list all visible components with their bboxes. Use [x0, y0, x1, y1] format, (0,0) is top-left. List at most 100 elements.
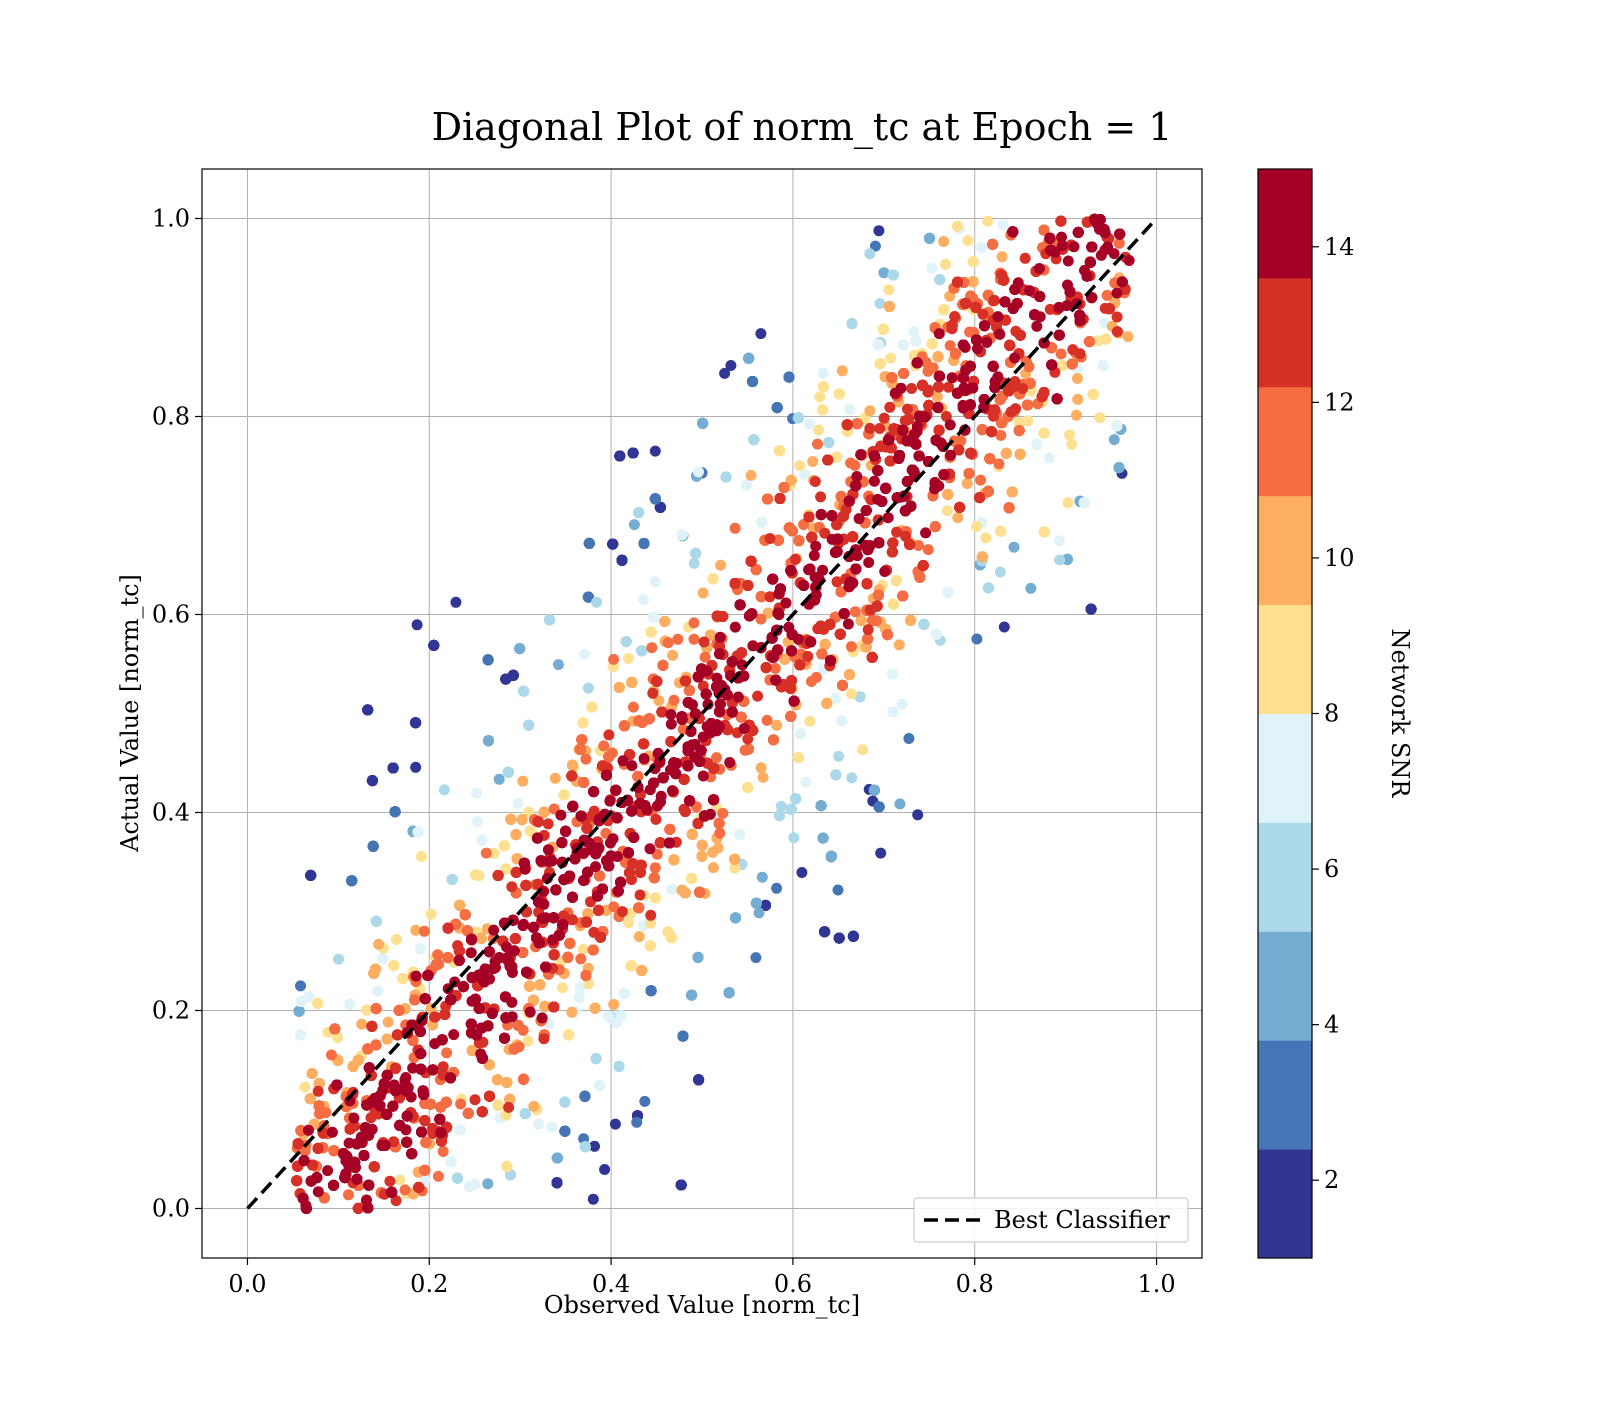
- scatter-point: [501, 1161, 512, 1172]
- scatter-point: [388, 763, 399, 774]
- scatter-point: [1054, 554, 1065, 565]
- scatter-point: [758, 772, 769, 783]
- scatter-point: [940, 259, 951, 270]
- scatter-point: [390, 806, 401, 817]
- scatter-point: [857, 744, 868, 755]
- scatter-point: [1067, 359, 1078, 370]
- scatter-point: [666, 932, 677, 943]
- scatter-point: [455, 1099, 466, 1110]
- scatter-point: [367, 775, 378, 786]
- scatter-point: [567, 760, 578, 771]
- scatter-point: [836, 715, 847, 726]
- scatter-point: [666, 884, 677, 895]
- scatter-point: [346, 875, 357, 886]
- scatter-point: [714, 818, 725, 829]
- chart-title: Diagonal Plot of norm_tc at Epoch = 1: [432, 105, 1173, 150]
- scatter-point: [967, 276, 978, 287]
- scatter-point: [566, 1007, 577, 1018]
- scatter-point: [599, 1164, 610, 1175]
- scatter-point: [1071, 410, 1082, 421]
- scatter-point: [1064, 429, 1075, 440]
- scatter-point: [533, 1119, 544, 1130]
- scatter-point: [962, 235, 973, 246]
- scatter-point: [455, 1125, 466, 1136]
- scatter-point: [800, 777, 811, 788]
- scatter-point: [377, 953, 388, 964]
- scatter-point: [648, 612, 659, 623]
- scatter-point: [823, 437, 834, 448]
- scatter-point: [472, 816, 483, 827]
- scatter-point: [528, 1101, 539, 1112]
- scatter-point: [1111, 420, 1122, 431]
- scatter-point: [524, 981, 535, 992]
- scatter-point: [819, 926, 830, 937]
- scatter-point: [476, 933, 487, 944]
- scatter-point: [608, 999, 619, 1010]
- scatter-point: [846, 641, 857, 652]
- scatter-point: [501, 1077, 512, 1088]
- scatter-point: [813, 425, 824, 436]
- scatter-point: [1009, 542, 1020, 553]
- scatter-point: [821, 698, 832, 709]
- scatter-point: [721, 472, 732, 483]
- scatter-point: [686, 990, 697, 1001]
- scatter-point: [730, 523, 741, 534]
- scatter-point: [693, 952, 704, 963]
- scatter-point: [873, 590, 884, 601]
- scatter-point: [786, 804, 797, 815]
- scatter-point: [638, 594, 649, 605]
- scatter-point: [517, 814, 528, 825]
- scatter-point: [494, 774, 505, 785]
- scatter-point: [296, 996, 307, 1007]
- scatter-point: [903, 733, 914, 744]
- scatter-point: [578, 944, 589, 955]
- scatter-point: [617, 555, 628, 566]
- scatter-point: [729, 854, 740, 865]
- scatter-point: [997, 251, 1008, 262]
- scatter-point: [884, 301, 895, 312]
- scatter-point: [774, 810, 785, 821]
- scatter-point: [873, 225, 884, 236]
- scatter-point: [707, 847, 718, 858]
- scatter-point: [927, 338, 938, 349]
- scatter-point: [470, 869, 481, 880]
- scatter-point: [659, 616, 670, 627]
- scatter-point: [734, 829, 745, 840]
- scatter-point: [483, 735, 494, 746]
- scatter-point: [1072, 394, 1083, 405]
- scatter-point: [500, 674, 511, 685]
- scatter-point: [826, 852, 837, 863]
- scatter-point: [614, 451, 625, 462]
- scatter-point: [295, 1029, 306, 1040]
- scatter-point: [579, 649, 590, 660]
- scatter-point: [743, 353, 754, 364]
- scatter-point: [614, 682, 625, 693]
- scatter-point: [590, 1003, 601, 1014]
- scatter-point: [383, 1017, 394, 1028]
- scatter-point: [1039, 527, 1050, 538]
- scatter-point: [751, 898, 762, 909]
- scatter-point: [976, 242, 987, 253]
- scatter-point: [894, 798, 905, 809]
- scatter-point: [452, 1173, 463, 1184]
- scatter-point: [834, 933, 845, 944]
- scatter-point: [361, 1005, 372, 1016]
- scatter-point: [634, 931, 645, 942]
- scatter-point: [1102, 290, 1113, 301]
- scatter-point: [1015, 449, 1026, 460]
- scatter-point: [750, 952, 761, 963]
- scatter-point: [995, 526, 1006, 537]
- scatter-point: [553, 659, 564, 670]
- scatter-point: [742, 782, 753, 793]
- scatter-point: [757, 872, 768, 883]
- scatter-point: [534, 979, 545, 990]
- scatter-point: [503, 767, 514, 778]
- scatter-point: [621, 636, 632, 647]
- scatter-point: [689, 558, 700, 569]
- scatter-point: [1007, 487, 1018, 498]
- scatter-point: [971, 634, 982, 645]
- scatter-point: [544, 614, 555, 625]
- scatter-point: [483, 654, 494, 665]
- scatter-point: [492, 1074, 503, 1085]
- scatter-point: [520, 1108, 531, 1119]
